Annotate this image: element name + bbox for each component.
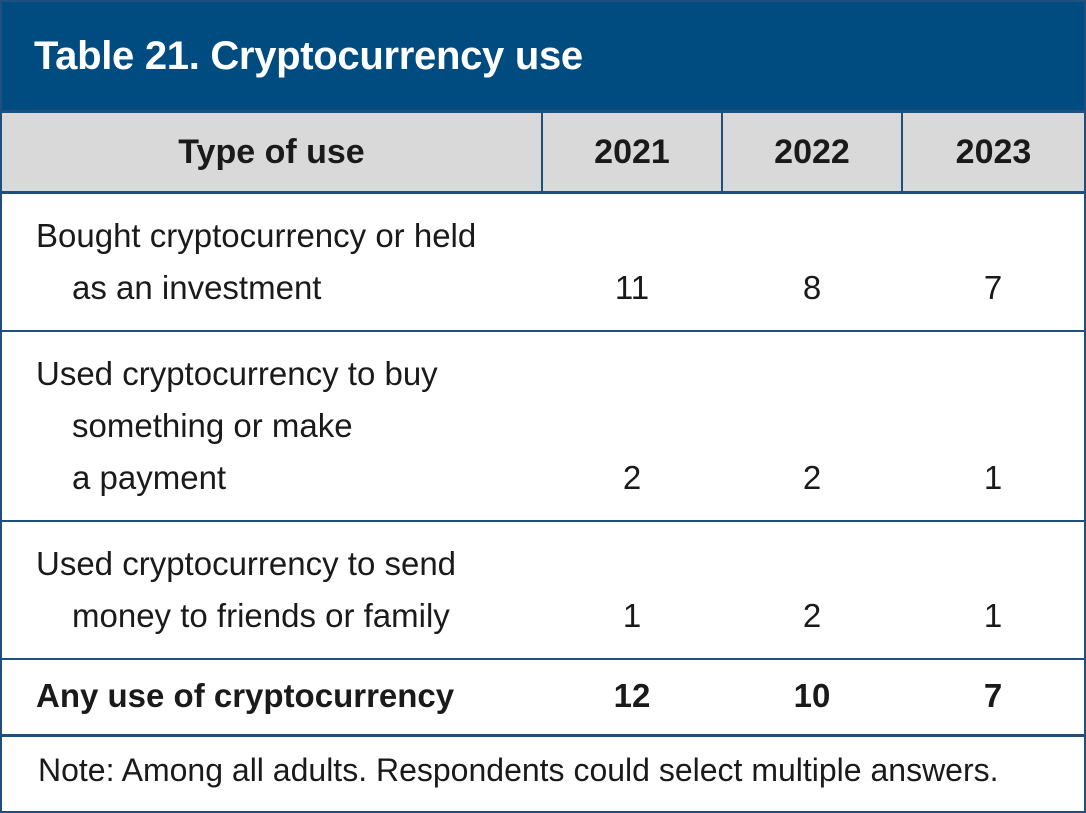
cell-2021: 11	[542, 192, 722, 332]
table-row: Bought cryptocurrency or held as an inve…	[2, 192, 1084, 332]
total-row: Any use of cryptocurrency 12 10 7	[2, 659, 1084, 737]
cell-2023: 7	[902, 192, 1084, 332]
column-header-2022: 2022	[721, 110, 902, 194]
cell-2023: 1	[902, 521, 1084, 660]
row-label: Bought cryptocurrency or held as an inve…	[2, 192, 542, 332]
table-row: Used cryptocurrency to buy something or …	[2, 331, 1084, 522]
column-header-2023: 2023	[901, 110, 1084, 194]
total-2021: 12	[542, 659, 722, 737]
cell-2023: 1	[902, 331, 1084, 522]
cell-2021: 1	[542, 521, 722, 660]
row-label-line: money to friends or family	[72, 597, 450, 634]
row-label-line: a payment	[72, 459, 227, 496]
row-label-line: as an investment	[72, 269, 322, 306]
row-label-line: something or make	[72, 407, 353, 444]
row-label: Used cryptocurrency to buy something or …	[2, 331, 542, 522]
header-row: Type of use 2021 2022 2023	[2, 110, 1084, 194]
cell-2022: 8	[722, 192, 902, 332]
cell-2021: 2	[542, 331, 722, 522]
total-2022: 10	[722, 659, 902, 737]
table-note: Note: Among all adults. Respondents coul…	[38, 752, 999, 788]
row-label-line: Used cryptocurrency to send	[36, 545, 457, 582]
cell-2022: 2	[722, 521, 902, 660]
table-title: Table 21. Cryptocurrency use	[34, 33, 583, 78]
table-row: Used cryptocurrency to send money to fri…	[2, 521, 1084, 660]
data-table: Type of use 2021 2022 2023 Bought crypto…	[2, 110, 1084, 737]
column-header-type: Type of use	[2, 110, 542, 194]
row-label-line: Used cryptocurrency to buy	[36, 355, 438, 392]
row-label-line: Bought cryptocurrency or held	[36, 217, 477, 254]
cell-2022: 2	[722, 331, 902, 522]
row-label: Used cryptocurrency to send money to fri…	[2, 521, 542, 660]
column-header-2021: 2021	[541, 110, 722, 194]
title-bar: Table 21. Cryptocurrency use	[2, 2, 1084, 110]
total-2023: 7	[902, 659, 1084, 737]
total-label: Any use of cryptocurrency	[2, 659, 542, 737]
